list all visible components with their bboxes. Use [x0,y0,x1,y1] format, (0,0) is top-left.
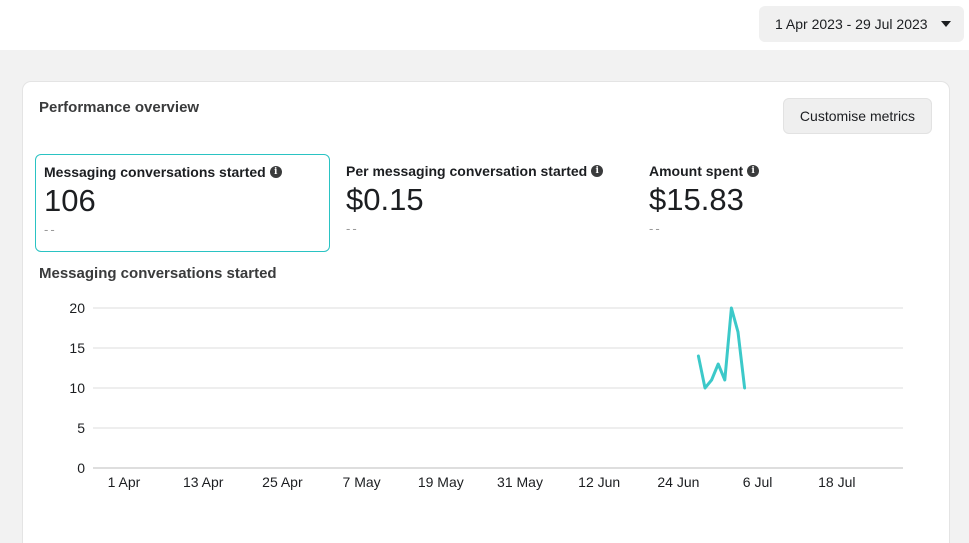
x-tick-label: 1 Apr [108,474,141,490]
metric-label-row: Messaging conversations started i [44,164,321,180]
series-line [696,306,747,390]
x-tick-label: 7 May [343,474,381,490]
y-tick-label: 20 [69,300,85,316]
chevron-down-icon [941,21,951,27]
card-title: Performance overview [39,99,200,116]
metric-value: 106 [44,183,96,218]
y-tick-label: 5 [77,420,85,436]
y-tick-label: 15 [69,340,85,356]
metric-card-conversations[interactable]: Messaging conversations started i 106 -- [35,154,330,252]
x-tick-label: 13 Apr [183,474,224,490]
info-icon[interactable]: i [591,165,604,177]
date-range-picker[interactable]: 1 Apr 2023 - 29 Jul 2023 [759,6,964,42]
x-tick-label: 12 Jun [578,474,620,490]
top-bar: 1 Apr 2023 - 29 Jul 2023 [0,0,969,50]
metric-label: Per messaging conversation started [346,163,588,179]
info-icon[interactable]: i [269,166,282,178]
customise-metrics-button[interactable]: Customise metrics [783,98,932,134]
metric-card-amount-spent[interactable]: Amount spent i $15.83 -- [641,154,936,252]
metric-label-row: Amount spent i [649,163,928,179]
metric-label: Messaging conversations started [44,164,266,180]
chart-title: Messaging conversations started [39,265,277,282]
performance-overview-card: Performance overview Customise metrics M… [23,82,949,543]
metric-label: Amount spent [649,163,744,179]
metric-card-cost-per-conversation[interactable]: Per messaging conversation started i $0.… [338,154,633,252]
info-icon[interactable]: i [747,165,760,177]
date-range-label: 1 Apr 2023 - 29 Jul 2023 [775,16,928,32]
y-tick-label: 0 [77,460,85,476]
x-tick-label: 31 May [497,474,543,490]
x-tick-label: 25 Apr [262,474,303,490]
x-tick-label: 19 May [418,474,464,490]
metric-compare: -- [346,221,359,237]
metric-value: $15.83 [649,182,744,217]
metric-value: $0.15 [346,182,424,217]
metric-compare: -- [44,222,57,238]
y-tick-label: 10 [69,380,85,396]
metric-compare: -- [649,221,662,237]
metric-label-row: Per messaging conversation started i [346,163,625,179]
x-tick-label: 6 Jul [743,474,773,490]
x-tick-label: 18 Jul [818,474,855,490]
x-tick-label: 24 Jun [657,474,699,490]
